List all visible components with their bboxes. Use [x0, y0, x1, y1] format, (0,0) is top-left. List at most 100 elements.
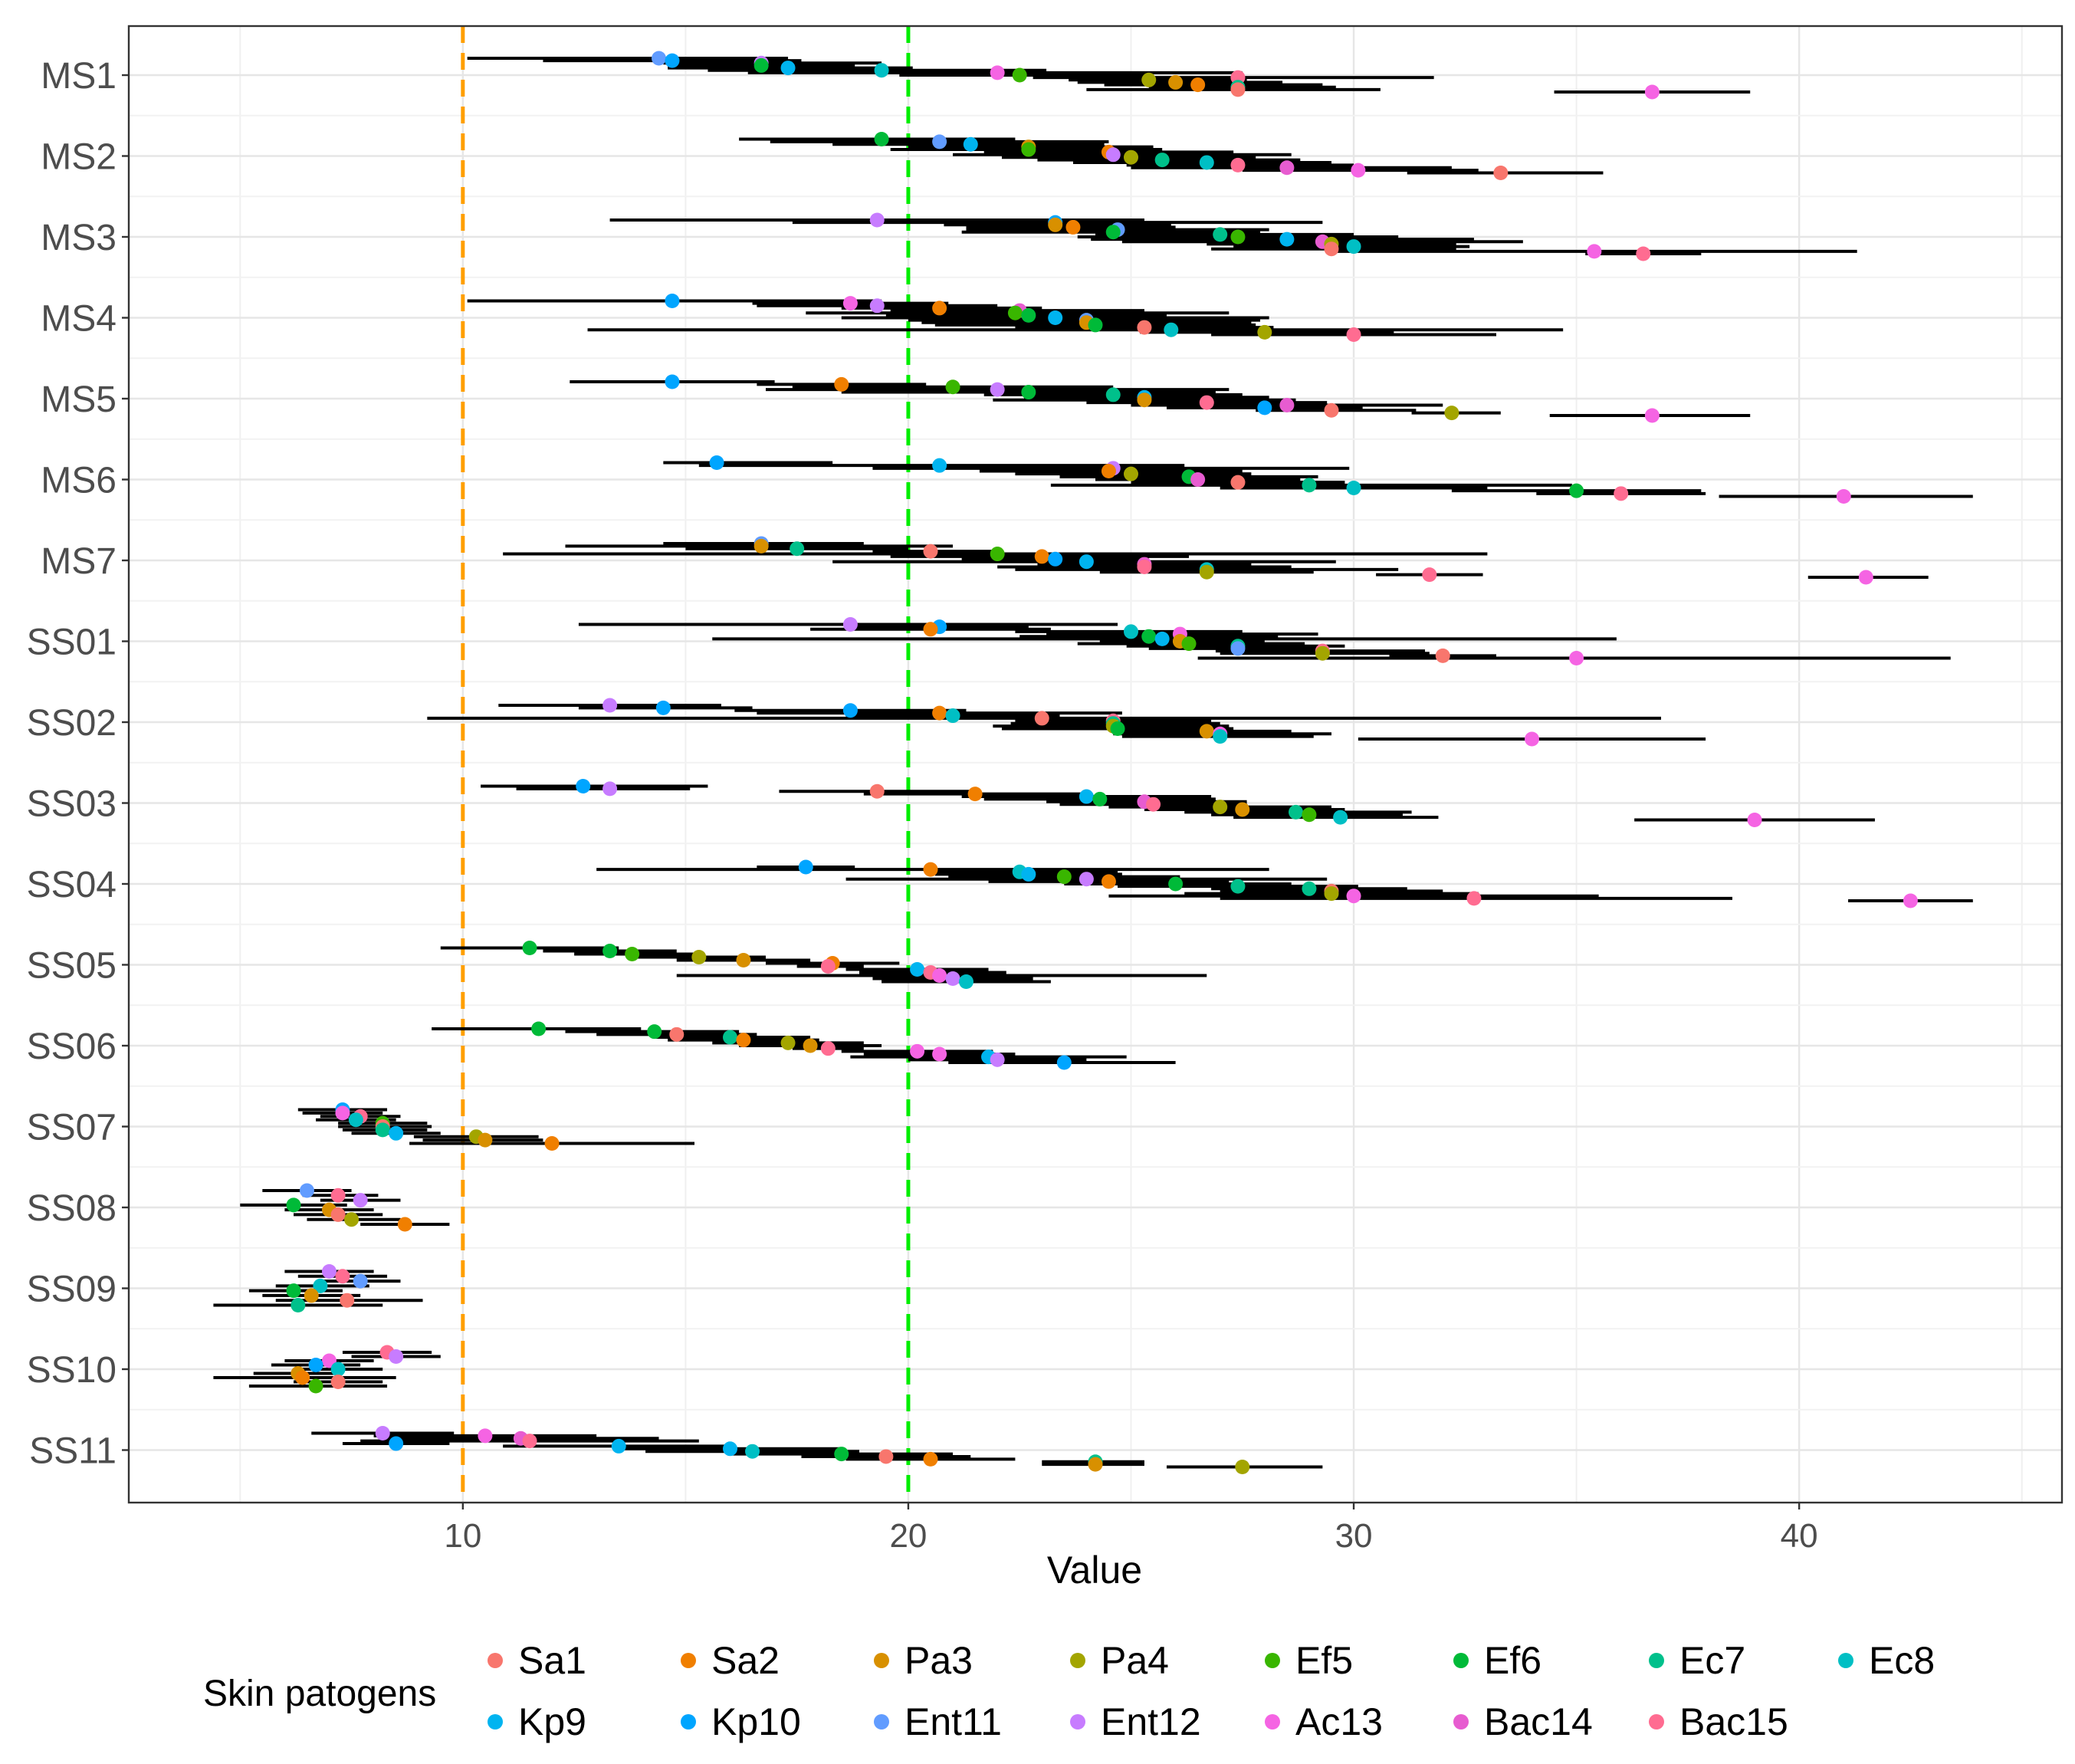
point-SS02-Ec8: [945, 708, 960, 724]
legend-item-kp9: Kp9: [488, 1700, 586, 1743]
point-SS07-Sa2: [544, 1136, 560, 1151]
point-MS4-Sa1: [1137, 320, 1152, 335]
legend-item-ac13: Ac13: [1265, 1700, 1383, 1743]
point-MS3-Ef6: [1105, 225, 1121, 240]
point-MS7-Kp9: [1079, 554, 1094, 570]
point-MS4-Ef6: [1021, 307, 1036, 323]
point-MS5-Bac15: [1199, 395, 1214, 410]
point-SS08-Sa1: [330, 1207, 346, 1222]
y-tick-label: SS10: [27, 1350, 117, 1391]
legend-swatch: [1265, 1714, 1280, 1730]
legend-label: Kp9: [518, 1700, 586, 1743]
legend-item-sa2: Sa2: [681, 1639, 780, 1682]
point-MS1-Kp9: [780, 61, 796, 76]
point-MS5-Bac14: [1279, 397, 1295, 412]
legend-swatch: [488, 1714, 503, 1730]
x-axis-title: Value: [1047, 1549, 1142, 1592]
point-SS11-Kp9: [722, 1441, 737, 1457]
point-SS09-Ec7: [291, 1298, 306, 1312]
y-tick-label: SS04: [27, 865, 117, 905]
point-SS03-Ec8: [1333, 810, 1348, 825]
point-MS6-Bac14: [1190, 472, 1206, 487]
point-SS10-Ent12: [389, 1349, 404, 1364]
point-SS11-Ac13: [478, 1428, 493, 1444]
point-SS05-Pa4: [691, 950, 707, 964]
point-MS3-Sa2: [1065, 219, 1081, 235]
legend-label: Ac13: [1295, 1700, 1383, 1743]
legend-swatch: [1838, 1653, 1853, 1668]
point-SS02-Ef6: [1110, 721, 1125, 736]
point-MS1-Ac13: [990, 65, 1005, 80]
point-MS7-Kp10: [1048, 551, 1063, 567]
point-MS1-Kp10: [665, 53, 680, 68]
point-SS10-Ec8: [330, 1362, 346, 1377]
point-SS04-Sa2: [1101, 874, 1116, 889]
point-MS6-Kp10: [709, 455, 724, 470]
point-SS07-Ac13: [335, 1105, 350, 1121]
point-SS02-Sa1: [1034, 711, 1049, 726]
point-SS05-Pa3: [736, 953, 751, 967]
point-SS03-Sa2: [967, 787, 983, 802]
x-tick-label: 30: [1335, 1517, 1373, 1555]
point-MS4-Ef5: [1007, 305, 1023, 320]
point-MS4-Ent12: [869, 298, 885, 314]
y-tick-label: MS5: [41, 379, 117, 420]
point-MS3-Ent12: [869, 212, 885, 228]
point-SS04-Ent12: [1079, 872, 1094, 887]
point-MS2-Ac13: [1351, 163, 1366, 178]
point-MS3-Pa3: [1048, 217, 1063, 232]
point-SS05-Ec8: [958, 974, 973, 989]
point-SS08-Ent12: [353, 1193, 368, 1208]
plot-panel: [127, 25, 2064, 1504]
point-SS09-Pa3: [304, 1288, 319, 1303]
point-SS06-Pa4: [780, 1035, 796, 1050]
point-SS01-Kp9: [1154, 631, 1170, 646]
point-MS1-Ac13: [1644, 84, 1660, 100]
point-MS3-Sa1: [1324, 241, 1339, 257]
legend-swatch: [681, 1653, 696, 1668]
point-SS02-Kp10: [655, 700, 671, 715]
point-MS2-Ef6: [874, 132, 889, 146]
point-MS1-Ef6: [754, 57, 769, 73]
point-SS03-Ef6: [1092, 791, 1108, 806]
point-SS06-Sa2: [736, 1033, 751, 1048]
legend-item-ent12: Ent12: [1070, 1700, 1201, 1743]
point-SS01-Ec8: [1123, 624, 1138, 639]
point-SS06-Ef6: [647, 1024, 662, 1040]
point-SS04-Bac15: [1466, 891, 1482, 906]
point-SS05-Ef6: [602, 944, 618, 958]
point-SS08-Ef6: [286, 1197, 301, 1213]
point-MS4-Kp9: [1048, 310, 1063, 325]
y-tick-label: MS2: [41, 137, 117, 178]
point-SS04-Kp10: [798, 859, 813, 875]
point-SS07-Pa3: [478, 1132, 493, 1148]
point-SS04-Ef5: [1056, 869, 1072, 885]
point-SS11-Ent12: [375, 1426, 390, 1440]
x-tick-label: 40: [1781, 1517, 1818, 1555]
y-tick-label: SS01: [27, 622, 117, 663]
y-tick-label: SS06: [27, 1027, 117, 1067]
point-MS3-Ef5: [1230, 229, 1246, 245]
point-MS4-Ec8: [1164, 322, 1179, 337]
y-tick-label: SS09: [27, 1270, 117, 1310]
point-SS02-Pa3: [1199, 724, 1214, 739]
point-MS2-Ec8: [1199, 155, 1214, 170]
legend-label: Sa1: [518, 1639, 586, 1682]
point-MS7-Ec7: [790, 541, 805, 557]
legend-swatch: [1649, 1653, 1664, 1668]
point-MS2-Kp9: [963, 136, 978, 152]
point-MS6-Ef6: [1569, 483, 1584, 498]
point-MS6-Ac13: [1836, 489, 1851, 504]
x-tick-label: 20: [889, 1517, 927, 1555]
point-MS7-Sa1: [923, 544, 938, 559]
point-MS2-Sa1: [1493, 166, 1509, 180]
y-tick-label: SS11: [29, 1431, 117, 1472]
legend-swatch: [1649, 1714, 1664, 1730]
y-tick-label: SS07: [27, 1108, 117, 1148]
point-SS05-Ef5: [625, 947, 640, 961]
point-MS2-Ent12: [1105, 147, 1121, 163]
y-tick-label: MS3: [41, 218, 117, 258]
legend-label: Pa4: [1101, 1639, 1169, 1682]
point-SS11-Kp10: [389, 1436, 404, 1451]
